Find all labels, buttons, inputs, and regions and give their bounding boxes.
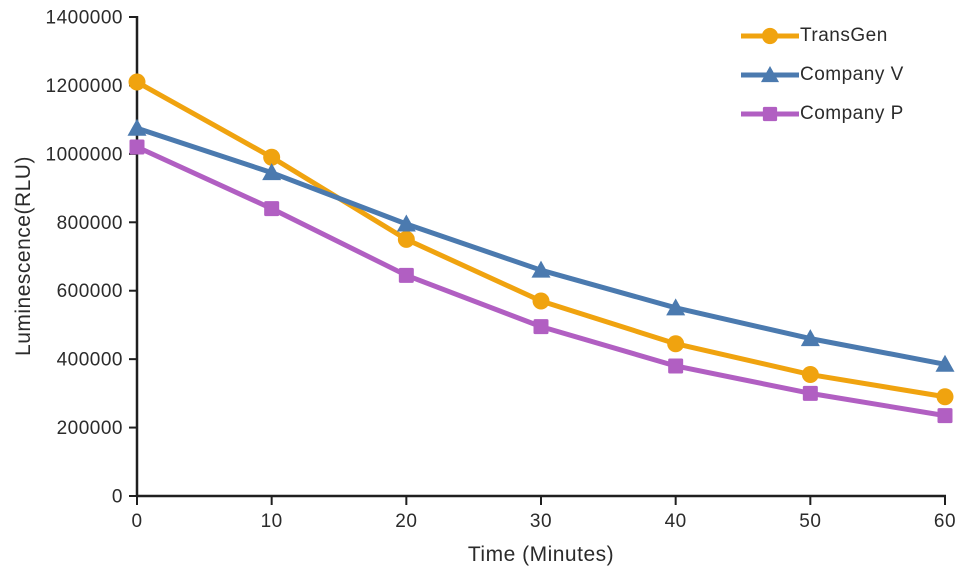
- triangle-marker: [127, 118, 147, 136]
- square-marker: [762, 106, 778, 122]
- square-marker: [398, 267, 414, 283]
- circle-marker: [761, 27, 779, 45]
- y-tick-label: 1200000: [46, 76, 123, 97]
- y-tick-label: 800000: [57, 213, 123, 234]
- circle-marker: [128, 73, 146, 91]
- triangle-marker: [396, 214, 416, 232]
- triangle-marker: [262, 163, 282, 181]
- legend-item-transgen: TransGen: [741, 22, 904, 50]
- legend-item-company-p: Company P: [741, 100, 904, 128]
- y-tick-label: 200000: [57, 418, 123, 439]
- y-tick-label: 600000: [57, 281, 123, 302]
- triangle-marker: [666, 298, 686, 316]
- y-tick-label: 1400000: [46, 8, 123, 29]
- legend-swatch: [741, 65, 799, 83]
- legend-label: Company V: [800, 64, 904, 85]
- x-tick-label: 40: [665, 511, 687, 532]
- series-line-transgen: [134, 79, 948, 400]
- square-marker: [533, 319, 549, 335]
- x-tick-label: 0: [131, 511, 142, 532]
- circle-marker: [263, 148, 281, 166]
- square-marker: [802, 385, 818, 401]
- triangle-marker: [760, 65, 780, 83]
- legend-swatch: [741, 106, 799, 122]
- legend-label: Company P: [800, 103, 904, 124]
- legend-item-company-v: Company V: [741, 61, 904, 89]
- square-marker: [264, 201, 280, 217]
- triangle-marker: [935, 354, 955, 372]
- square-marker: [937, 408, 953, 424]
- triangle-marker: [531, 260, 551, 278]
- x-axis-title: Time (Minutes): [467, 543, 615, 566]
- circle-marker: [532, 292, 550, 310]
- circle-marker: [801, 366, 819, 384]
- circle-marker: [936, 388, 954, 406]
- y-tick-label: 0: [112, 487, 123, 508]
- legend: TransGen Company V Company P: [741, 22, 904, 128]
- square-marker: [668, 358, 684, 374]
- triangle-marker: [800, 329, 820, 347]
- y-tick-label: 1000000: [46, 144, 123, 165]
- x-tick-label: 30: [530, 511, 552, 532]
- legend-swatch: [741, 27, 799, 45]
- circle-marker: [397, 230, 415, 248]
- x-tick-label: 50: [799, 511, 821, 532]
- square-marker: [129, 139, 145, 155]
- circle-marker: [667, 335, 685, 353]
- y-tick-label: 400000: [57, 350, 123, 371]
- x-tick-label: 20: [395, 511, 417, 532]
- x-tick-label: 10: [261, 511, 283, 532]
- legend-label: TransGen: [800, 25, 888, 46]
- y-axis-title: Luminescence(RLU): [12, 156, 35, 356]
- x-tick-label: 60: [934, 511, 956, 532]
